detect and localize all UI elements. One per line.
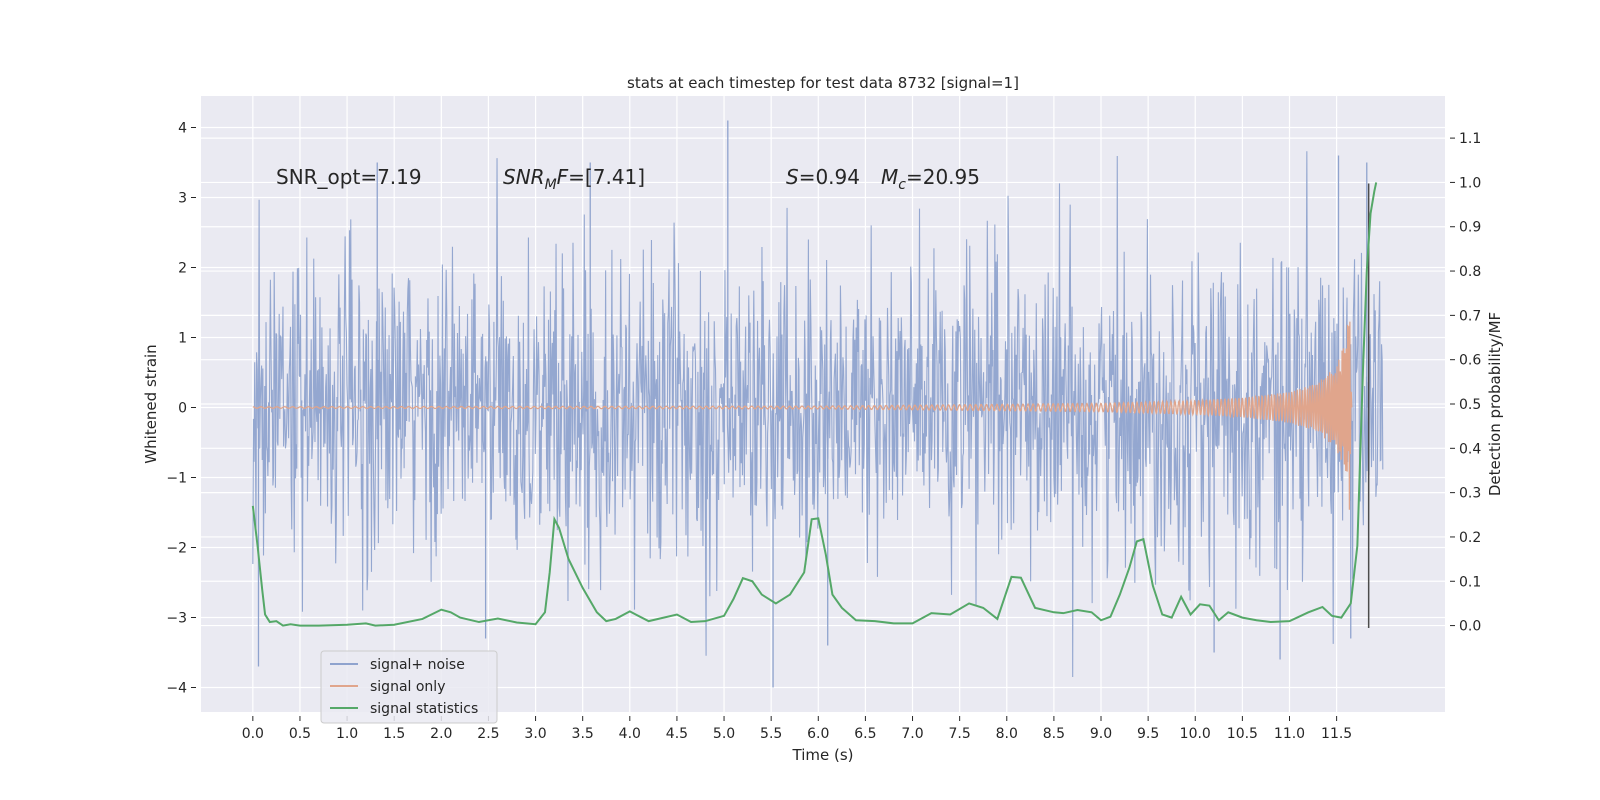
- data-layer: [251, 120, 1384, 688]
- y-axis-label-left: Whitened strain: [142, 344, 160, 463]
- x-tick-label: 6.0: [807, 726, 829, 742]
- series-signal-noise: [252, 151, 1384, 678]
- x-tick-label: 1.0: [336, 726, 358, 742]
- x-tick-label: 4.5: [666, 726, 688, 742]
- x-tick-label: 2.5: [477, 726, 499, 742]
- x-tick-label: 11.0: [1274, 726, 1305, 742]
- y-right-tick-label: 1.1: [1459, 131, 1481, 147]
- y-tick-label: −1: [166, 471, 187, 487]
- x-tick-label: 4.0: [619, 726, 641, 742]
- annotation-snr-mf-tail: F: [557, 165, 569, 189]
- y-right-tick-label: 0.3: [1459, 486, 1481, 502]
- y-tick-label: 1: [178, 331, 187, 347]
- series-signal-only: [252, 321, 1353, 510]
- y-tick-label: 0: [178, 401, 187, 417]
- y-right-tick-label: 0.1: [1459, 574, 1481, 590]
- x-tick-label: 3.5: [572, 726, 594, 742]
- x-tick-label: 2.0: [430, 726, 452, 742]
- annotation-snr-opt: SNR_opt=7.19: [276, 165, 422, 189]
- annotations: SNR_opt=7.19 SNRMF=[7.41] S=0.94 Mc=20.9…: [276, 165, 980, 193]
- annotation-mc-sub: c: [898, 177, 906, 193]
- x-tick-label: 5.5: [760, 726, 782, 742]
- x-tick-label: 7.5: [949, 726, 971, 742]
- x-tick-label: 8.5: [1043, 726, 1065, 742]
- legend-box: [320, 650, 498, 724]
- x-tick-label: 11.5: [1321, 726, 1352, 742]
- x-tick-label: 9.0: [1090, 726, 1112, 742]
- y-right-tick-label: 0.6: [1459, 353, 1481, 369]
- annotation-mc-symbol: M: [881, 165, 898, 189]
- annotation-snr-mf-sub: M: [545, 177, 557, 193]
- y-right-tick-label: 0.0: [1459, 619, 1481, 635]
- x-axis-label: Time (s): [792, 746, 854, 764]
- x-tick-label: 0.0: [242, 726, 264, 742]
- legend-entry-signal-statistics: signal statistics: [370, 701, 478, 717]
- x-tick-label: 0.5: [289, 726, 311, 742]
- x-tick-label: 10.0: [1180, 726, 1211, 742]
- y-tick-label: 4: [178, 121, 187, 137]
- annotation-snr-mf-main: SNR: [503, 165, 545, 189]
- annotation-s-value: =0.94: [799, 165, 860, 189]
- y-tick-label: 2: [178, 261, 187, 277]
- x-tick-label: 7.0: [901, 726, 923, 742]
- annotation-s-symbol: S: [786, 165, 799, 189]
- y-right-tick-label: 0.2: [1459, 530, 1481, 546]
- y-axis-label-right: Detection probability/MF: [1486, 312, 1504, 496]
- legend-entry-signal-only: signal only: [370, 679, 445, 695]
- annotation-s: S=0.94: [786, 165, 860, 189]
- x-tick-label: 5.0: [713, 726, 735, 742]
- y-right-tick-label: 0.7: [1459, 308, 1481, 324]
- y-right-tick-label: 0.5: [1459, 397, 1481, 413]
- annotation-mc: Mc=20.95: [881, 165, 980, 193]
- y-tick-label: −2: [166, 541, 187, 557]
- y-tick-label: −4: [166, 681, 187, 697]
- x-tick-label: 1.5: [383, 726, 405, 742]
- y-right-tick-label: 0.8: [1459, 264, 1481, 280]
- annotation-snr-mf: SNRMF=[7.41]: [503, 165, 645, 193]
- chart-title: stats at each timestep for test data 873…: [627, 74, 1019, 92]
- x-tick-label: 6.5: [854, 726, 876, 742]
- x-tick-label: 10.5: [1227, 726, 1258, 742]
- legend-entry-signal-noise: signal+ noise: [370, 657, 465, 673]
- series-signal-statistics: [251, 182, 1378, 627]
- x-tick-label: 8.0: [996, 726, 1018, 742]
- legend: signal+ noise signal only signal statist…: [320, 650, 498, 724]
- y-right-tick-label: 0.9: [1459, 220, 1481, 236]
- annotation-mc-value: =20.95: [906, 165, 980, 189]
- y-tick-label: −3: [166, 611, 187, 627]
- y-right-tick-label: 0.4: [1459, 441, 1481, 457]
- annotation-snr-mf-value: =[7.41]: [568, 165, 645, 189]
- x-tick-label: 3.0: [524, 726, 546, 742]
- x-tick-label: 9.5: [1137, 726, 1159, 742]
- y-right-tick-label: 1.0: [1459, 175, 1481, 191]
- y-tick-label: 3: [178, 191, 187, 207]
- axes: 0.0 0.5 1.0 1.5 2.0 2.5 3.0 3.5 4.0 4.5 5.0 5.5 6.0 6…: [166, 121, 1481, 743]
